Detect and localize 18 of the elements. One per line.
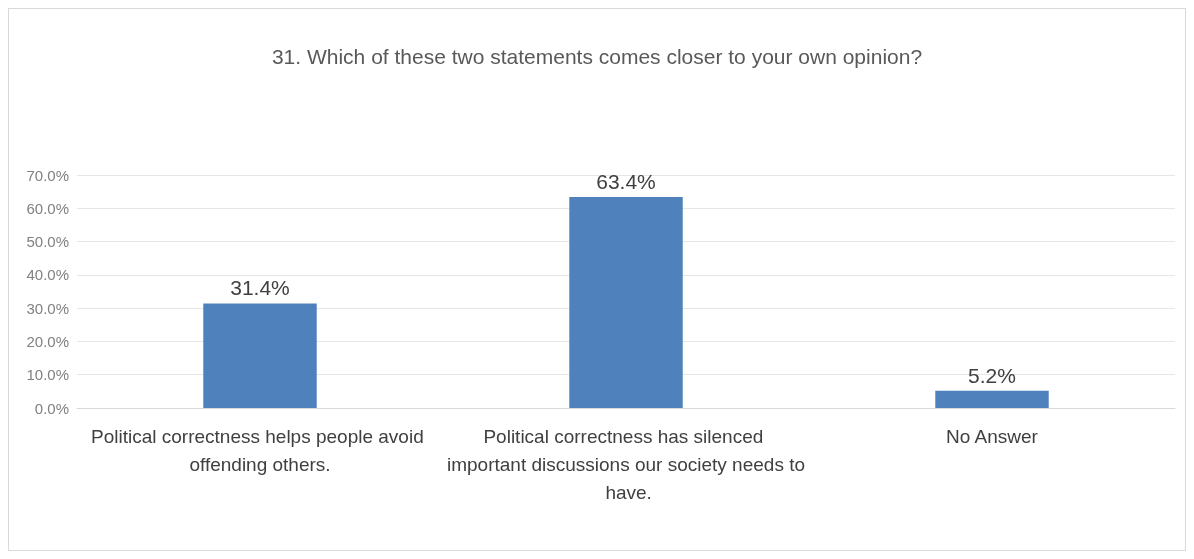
y-tick-label: 50.0% [26, 233, 69, 251]
bar [935, 390, 1049, 408]
chart-title: 31. Which of these two statements comes closer to your own opinion? [271, 45, 923, 68]
x-tick-label: Political correctness has silenced important discussions our society needs to have. [446, 425, 806, 503]
data-label: 31.4% [230, 276, 290, 300]
y-tick-label: 10.0% [26, 366, 69, 384]
x-tick-label: Political correctness helps people avoid offending others. [91, 425, 429, 475]
data-label: 5.2% [968, 363, 1016, 387]
y-tick-label: 70.0% [26, 166, 69, 184]
y-tick-label: 30.0% [26, 299, 69, 317]
x-tick-label: No Answer [946, 425, 1039, 447]
y-tick-label: 60.0% [26, 199, 69, 217]
bar [203, 303, 317, 408]
bar [569, 196, 683, 408]
y-tick-label: 20.0% [26, 332, 69, 350]
data-label: 63.4% [596, 169, 656, 193]
y-tick-label: 0.0% [34, 399, 69, 417]
y-tick-label: 40.0% [26, 266, 69, 284]
